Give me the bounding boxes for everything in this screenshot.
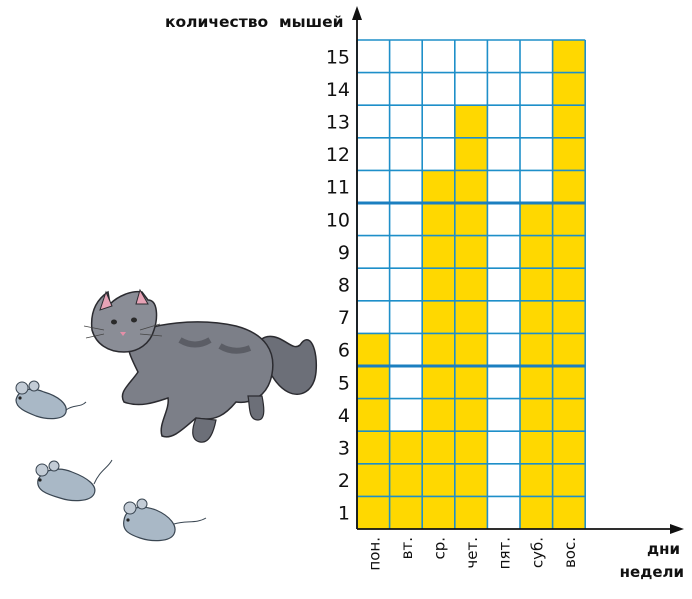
- bar-ср.: [422, 170, 455, 529]
- y-tick-label: 11: [326, 177, 350, 199]
- y-tick-label: 4: [338, 405, 350, 427]
- y-tick-label: 6: [338, 340, 350, 362]
- x-tick-label: ср.: [431, 537, 449, 560]
- y-tick-label: 8: [338, 275, 350, 297]
- x-axis-label-line-1: дни: [647, 540, 680, 558]
- y-tick-label: 14: [326, 79, 350, 101]
- y-tick-label: 1: [338, 503, 350, 525]
- grid-layer: [356, 39, 587, 529]
- bar-чет.: [454, 105, 488, 529]
- y-tick-label: 10: [326, 209, 350, 231]
- x-tick-label: чет.: [463, 537, 481, 569]
- y-axis-arrow: [352, 6, 362, 20]
- y-tick-label: 3: [338, 438, 350, 460]
- x-tick-label: вт.: [398, 537, 416, 559]
- x-tick-labels: пон. вт. ср. чет. пят. суб. вос.: [365, 537, 579, 571]
- bars-layer: [357, 40, 586, 529]
- y-tick-label: 12: [326, 144, 350, 166]
- y-tick-label: 7: [338, 307, 350, 329]
- x-axis-arrow: [670, 524, 684, 534]
- y-axis-label: количество мышей: [165, 13, 343, 31]
- axes-layer: [352, 6, 684, 534]
- mouse-icon: [15, 380, 87, 420]
- bar-вос.: [552, 40, 586, 529]
- x-tick-label: пят.: [496, 537, 514, 569]
- bar-вт.: [389, 431, 423, 529]
- x-tick-label: вос.: [561, 537, 579, 568]
- cat-icon: [83, 288, 318, 443]
- y-tick-label: 9: [338, 242, 350, 264]
- x-axis-label-line-2: недели: [620, 563, 684, 581]
- x-tick-label: суб.: [528, 537, 546, 568]
- mouse-icon: [35, 459, 113, 502]
- mouse-icon: [123, 498, 207, 542]
- y-tick-label: 15: [326, 46, 350, 68]
- y-tick-label: 13: [326, 112, 350, 134]
- x-tick-label: пон.: [365, 537, 383, 571]
- y-tick-label: 2: [338, 470, 350, 492]
- y-tick-label: 5: [338, 372, 350, 394]
